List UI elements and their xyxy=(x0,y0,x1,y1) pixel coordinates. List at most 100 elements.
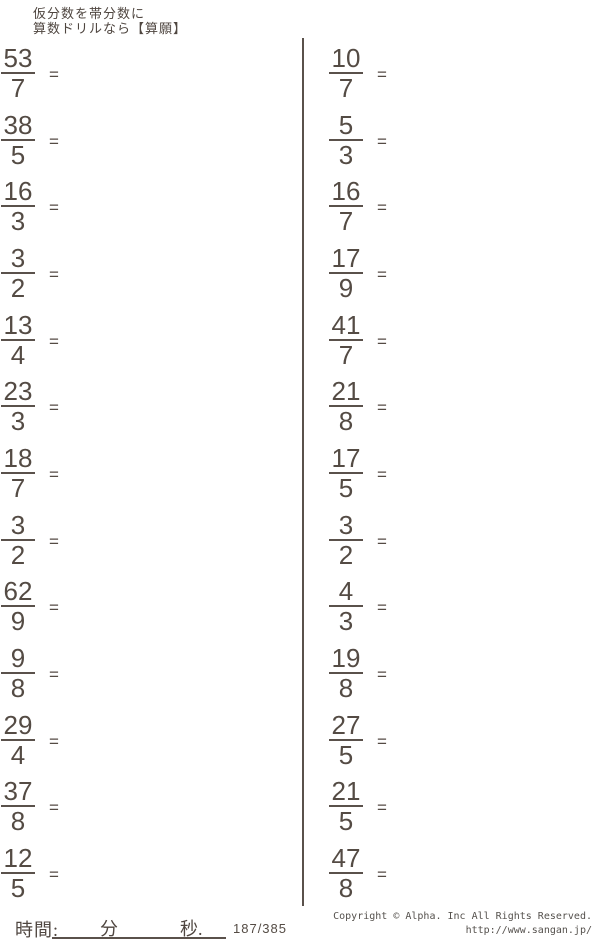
equals-sign: = xyxy=(377,131,387,151)
improper-fraction: 3 2 xyxy=(1,512,35,570)
time-entry-row: 時間: 分 秒. 187/385 xyxy=(0,910,300,948)
fraction-denominator: 8 xyxy=(10,806,26,836)
problem-row: 62 9 = xyxy=(1,578,59,634)
fraction-denominator: 2 xyxy=(338,540,354,570)
improper-fraction: 18 7 xyxy=(1,445,35,503)
equals-sign: = xyxy=(49,797,59,817)
improper-fraction: 21 8 xyxy=(329,378,363,436)
problem-row: 9 8 = xyxy=(1,645,59,703)
equals-sign: = xyxy=(377,731,387,751)
equals-sign: = xyxy=(377,331,387,351)
problem-row: 27 5 = xyxy=(329,712,387,770)
fraction-numerator: 3 xyxy=(1,245,35,274)
problem-row: 16 3 = xyxy=(1,178,59,236)
fraction-numerator: 19 xyxy=(329,645,363,674)
problem-row: 5 3 = xyxy=(329,112,387,170)
fraction-denominator: 7 xyxy=(338,73,354,103)
fraction-denominator: 3 xyxy=(10,206,26,236)
fraction-numerator: 27 xyxy=(329,712,363,741)
improper-fraction: 27 5 xyxy=(329,712,363,770)
fraction-numerator: 16 xyxy=(329,178,363,207)
problem-row: 17 9 = xyxy=(329,245,387,303)
fraction-numerator: 47 xyxy=(329,845,363,874)
equals-sign: = xyxy=(49,397,59,417)
time-label: 時間: xyxy=(15,920,60,940)
page-indicator: 187/385 xyxy=(233,921,287,936)
fraction-numerator: 13 xyxy=(1,312,35,341)
equals-sign: = xyxy=(377,197,387,217)
equals-sign: = xyxy=(49,131,59,151)
fraction-denominator: 3 xyxy=(338,140,354,170)
equals-sign: = xyxy=(377,397,387,417)
fraction-denominator: 7 xyxy=(10,473,26,503)
fraction-numerator: 21 xyxy=(329,378,363,407)
fraction-denominator: 7 xyxy=(338,206,354,236)
worksheet-title-line1: 仮分数を帯分数に xyxy=(33,6,146,21)
improper-fraction: 38 5 xyxy=(1,112,35,170)
equals-sign: = xyxy=(377,64,387,84)
problem-row: 17 5 = xyxy=(329,445,387,501)
fraction-denominator: 4 xyxy=(10,340,26,370)
improper-fraction: 9 8 xyxy=(1,645,35,703)
equals-sign: = xyxy=(377,797,387,817)
fraction-numerator: 10 xyxy=(329,45,363,74)
problem-row: 38 5 = xyxy=(1,112,59,170)
problem-row: 53 7 = xyxy=(1,45,59,101)
fraction-numerator: 12 xyxy=(1,845,35,874)
fraction-denominator: 7 xyxy=(338,340,354,370)
fraction-numerator: 21 xyxy=(329,778,363,807)
fraction-denominator: 5 xyxy=(338,740,354,770)
fraction-denominator: 8 xyxy=(338,406,354,436)
fraction-numerator: 9 xyxy=(1,645,35,674)
fraction-numerator: 17 xyxy=(329,245,363,274)
fraction-numerator: 18 xyxy=(1,445,35,474)
fraction-numerator: 41 xyxy=(329,312,363,341)
time-answer-blank-line xyxy=(52,937,226,939)
fraction-numerator: 16 xyxy=(1,178,35,207)
equals-sign: = xyxy=(377,597,387,617)
fraction-numerator: 4 xyxy=(329,578,363,607)
copyright-line2: http://www.sangan.jp/ xyxy=(465,925,592,936)
problem-row: 41 7 = xyxy=(329,312,387,370)
fraction-denominator: 5 xyxy=(10,873,26,903)
improper-fraction: 13 4 xyxy=(1,312,35,370)
equals-sign: = xyxy=(377,531,387,551)
fraction-denominator: 5 xyxy=(338,806,354,836)
fraction-denominator: 9 xyxy=(338,273,354,303)
fraction-numerator: 3 xyxy=(1,512,35,541)
problem-row: 3 2 = xyxy=(1,245,59,301)
worksheet-title: 仮分数を帯分数に 算数ドリルなら【算願】 xyxy=(33,6,187,36)
equals-sign: = xyxy=(49,597,59,617)
improper-fraction: 37 8 xyxy=(1,778,35,836)
improper-fraction: 23 3 xyxy=(1,378,35,436)
fraction-numerator: 38 xyxy=(1,112,35,141)
improper-fraction: 3 2 xyxy=(329,512,363,570)
equals-sign: = xyxy=(49,264,59,284)
copyright-notice: Copyright © Alpha. Inc All Rights Reserv… xyxy=(333,910,592,938)
improper-fraction: 16 3 xyxy=(1,178,35,236)
improper-fraction: 3 2 xyxy=(1,245,35,301)
equals-sign: = xyxy=(377,264,387,284)
copyright-line1: Copyright © Alpha. Inc All Rights Reserv… xyxy=(333,911,592,922)
equals-sign: = xyxy=(49,531,59,551)
equals-sign: = xyxy=(377,464,387,484)
worksheet-title-line2: 算数ドリルなら【算願】 xyxy=(33,21,188,36)
column-divider-line xyxy=(302,38,304,906)
problem-row: 3 2 = xyxy=(1,512,59,570)
improper-fraction: 16 7 xyxy=(329,178,363,236)
fraction-denominator: 5 xyxy=(10,140,26,170)
improper-fraction: 62 9 xyxy=(1,578,35,634)
fraction-denominator: 8 xyxy=(10,673,26,703)
improper-fraction: 19 8 xyxy=(329,645,363,701)
fraction-denominator: 8 xyxy=(338,873,354,903)
fraction-denominator: 3 xyxy=(10,406,26,436)
equals-sign: = xyxy=(49,864,59,884)
fraction-denominator: 2 xyxy=(10,540,26,570)
improper-fraction: 53 7 xyxy=(1,45,35,101)
improper-fraction: 10 7 xyxy=(329,45,363,103)
fraction-numerator: 5 xyxy=(329,112,363,141)
problem-row: 29 4 = xyxy=(1,712,59,768)
problem-row: 19 8 = xyxy=(329,645,387,701)
problem-row: 21 5 = xyxy=(329,778,387,836)
improper-fraction: 21 5 xyxy=(329,778,363,836)
